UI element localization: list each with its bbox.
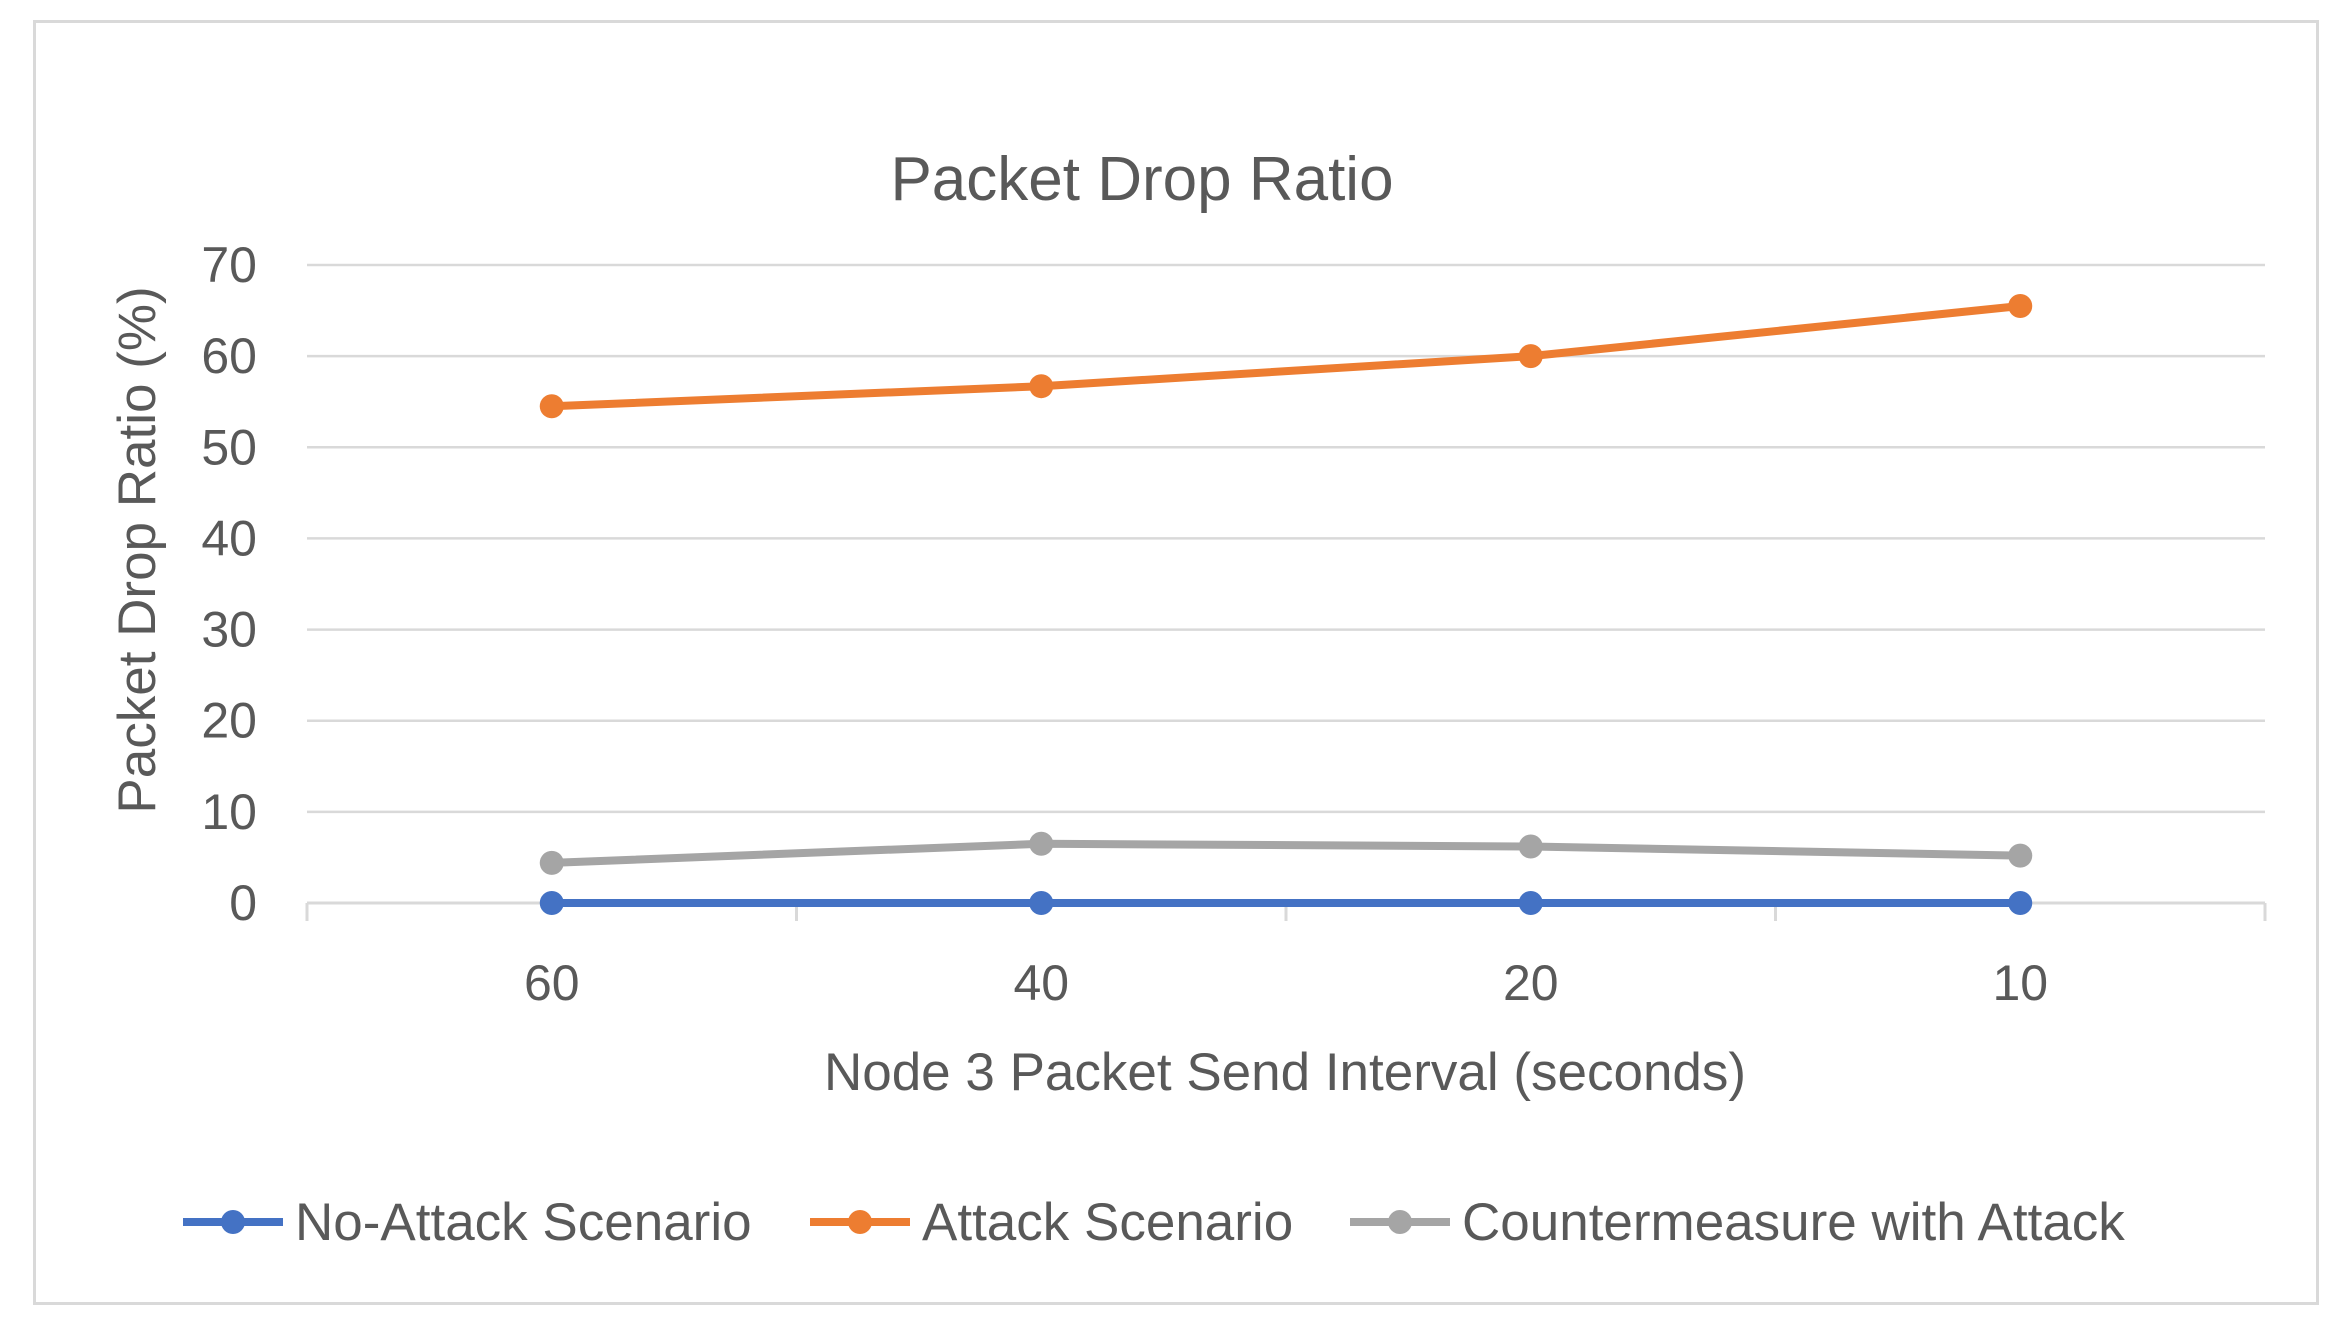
- data-point: [1518, 891, 1543, 915]
- y-tick-label: 10: [201, 784, 257, 840]
- y-axis-title: Packet Drop Ratio (%): [108, 286, 167, 813]
- series-line: [547, 839, 2025, 867]
- y-tick-label: 20: [201, 693, 257, 749]
- legend-marker: [848, 1210, 872, 1234]
- x-tick-label: 60: [524, 955, 580, 1011]
- series-1: [539, 294, 2033, 419]
- chart-frame: [33, 20, 2319, 1305]
- data-point: [1518, 344, 1543, 369]
- series-0: [539, 891, 2033, 915]
- y-tick-label: 0: [229, 875, 257, 931]
- data-point: [1029, 831, 1054, 856]
- data-point: [2008, 294, 2033, 319]
- data-point: [2008, 891, 2033, 915]
- legend-label: Countermeasure with Attack: [1462, 1193, 2125, 1252]
- data-point: [2008, 843, 2033, 868]
- series-line: [547, 302, 2025, 411]
- legend-item: Countermeasure with Attack: [1350, 1193, 2125, 1252]
- x-axis-title: Node 3 Packet Send Interval (seconds): [824, 1043, 1746, 1102]
- legend-marker: [1388, 1210, 1412, 1234]
- legend: No-Attack Scenario Attack Scenario Counter…: [183, 1193, 2125, 1252]
- y-tick-label: 50: [201, 419, 257, 475]
- legend-label: No-Attack Scenario: [295, 1193, 752, 1252]
- data-point: [1029, 374, 1054, 399]
- chart-title: Packet Drop Ratio: [890, 145, 1393, 214]
- x-tick-label: 20: [1503, 955, 1559, 1011]
- series-2: [539, 831, 2033, 875]
- legend-label: Attack Scenario: [922, 1193, 1293, 1252]
- legend-item: No-Attack Scenario: [183, 1193, 752, 1252]
- data-point: [1518, 834, 1543, 859]
- legend-marker: [221, 1210, 245, 1234]
- x-tick-label: 10: [1992, 955, 2048, 1011]
- y-tick-label: 70: [201, 237, 257, 293]
- y-tick-label: 30: [201, 602, 257, 658]
- y-tick-label: 60: [201, 328, 257, 384]
- axes: 0 10 20 30 40 50 60 70 60 40 20 10: [201, 237, 2267, 1011]
- gridlines: [307, 263, 2265, 814]
- data-point: [539, 891, 564, 915]
- y-tick-label: 40: [201, 510, 257, 566]
- series-lines: [539, 294, 2033, 915]
- data-point: [1029, 891, 1054, 915]
- data-point: [539, 394, 564, 419]
- x-tick-label: 40: [1013, 955, 1069, 1011]
- legend-item: Attack Scenario: [810, 1193, 1293, 1252]
- data-point: [539, 850, 564, 875]
